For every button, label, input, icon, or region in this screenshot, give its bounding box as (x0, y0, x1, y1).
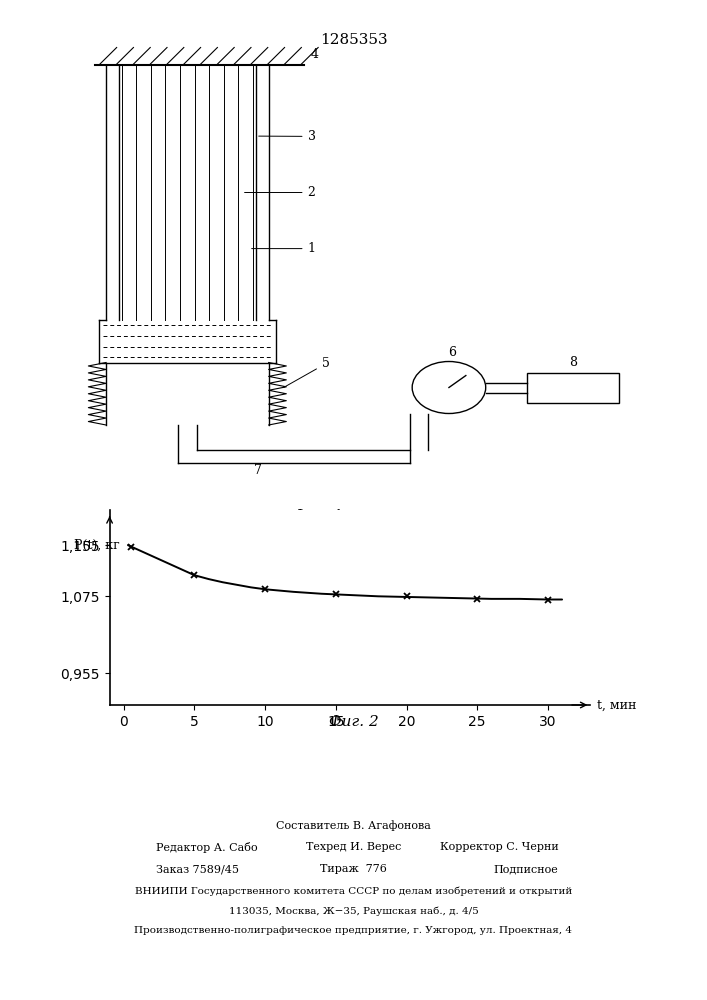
Text: Техред И. Верес: Техред И. Верес (306, 842, 401, 852)
Text: 6: 6 (448, 346, 457, 359)
Text: t, мин: t, мин (597, 698, 637, 712)
Text: 4: 4 (311, 48, 319, 62)
Text: Производственно-полиграфическое предприятие, г. Ужгород, ул. Проектная, 4: Производственно-полиграфическое предприя… (134, 926, 573, 935)
Bar (527, 372, 619, 402)
Text: 5: 5 (284, 357, 329, 387)
Text: Тираж  776: Тираж 776 (320, 864, 387, 874)
Text: 7: 7 (254, 464, 262, 477)
Text: 1285353: 1285353 (320, 33, 387, 47)
Text: Подписное: Подписное (493, 864, 559, 874)
Text: 3: 3 (259, 130, 315, 143)
Text: 2: 2 (245, 186, 315, 199)
Text: ВНИИПИ Государственного комитета СССР по делам изобретений и открытий: ВНИИПИ Государственного комитета СССР по… (135, 886, 572, 896)
Text: Редактор А. Сабо: Редактор А. Сабо (156, 842, 257, 853)
Text: 1: 1 (252, 242, 315, 255)
Text: Фиг. 2: Фиг. 2 (329, 715, 378, 729)
Text: Корректор С. Черни: Корректор С. Черни (440, 842, 559, 852)
Text: Составитель В. Агафонова: Составитель В. Агафонова (276, 820, 431, 831)
Text: 8: 8 (568, 357, 577, 369)
Text: Заказ 7589/45: Заказ 7589/45 (156, 864, 238, 874)
Text: 113035, Москва, Ж−35, Раушская наб., д. 4/5: 113035, Москва, Ж−35, Раушская наб., д. … (228, 906, 479, 916)
Text: P(t), кг: P(t), кг (74, 539, 120, 552)
Text: Фиг. 1: Фиг. 1 (293, 508, 343, 522)
